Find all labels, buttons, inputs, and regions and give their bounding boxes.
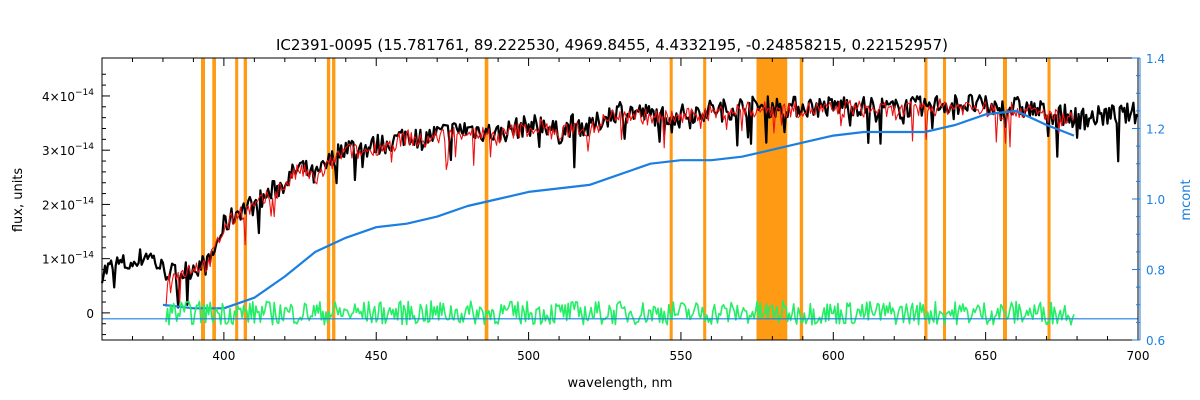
y2-tick-label: 1.4 [1146,52,1165,66]
masked-region-11 [924,58,928,340]
masked-region-9 [756,58,788,340]
masked-region-12 [942,58,947,340]
x-axis-ticks: 400 450 500 550 600 650 700 [101,58,1150,363]
y-tick-label: 2×10−14 [42,196,94,212]
y2-tick-label: 0.8 [1146,264,1165,278]
masked-region-1 [212,58,216,340]
masked-region-0 [201,58,205,340]
y2-tick-label: 1.0 [1146,193,1165,207]
masked-region-3 [243,58,248,340]
y2-axis-label: mcont [1179,179,1194,220]
series-continuum [162,109,1075,310]
masked-regions [201,58,1051,340]
masked-region-5 [332,58,336,340]
series-model [165,98,1075,307]
series-layer [100,93,1139,326]
x-tick-label: 550 [669,349,692,363]
y-axis-ticks: 0 1×10−14 2×10−14 3×10−14 4×10−14 [42,73,110,336]
y2-axis-ticks: 0.6 0.8 1.0 1.2 1.4 [1132,52,1165,348]
x-tick-label: 400 [212,349,235,363]
masked-region-2 [235,58,239,340]
masked-region-4 [326,58,331,340]
x-tick-label: 600 [822,349,845,363]
y-tick-label: 1×10−14 [42,251,94,267]
masked-region-6 [484,58,489,340]
y2-tick-label: 1.2 [1146,123,1165,137]
x-tick-label: 650 [974,349,997,363]
y-tick-label: 3×10−14 [42,142,94,158]
masked-region-7 [669,58,673,340]
masked-region-8 [703,58,707,340]
masked-region-13 [1003,58,1007,340]
chart-title: IC2391-0095 (15.781761, 89.222530, 4969.… [276,36,948,54]
x-tick-label: 700 [1127,349,1150,363]
series-observed [100,93,1139,309]
masked-region-14 [1047,58,1051,340]
masked-region-10 [799,58,804,340]
y2-tick-label: 0.6 [1146,334,1165,348]
series-residuals [165,300,1075,326]
x-axis-label: wavelength, nm [568,376,673,391]
x-tick-label: 450 [365,349,388,363]
y-tick-label: 4×10−14 [42,88,94,104]
y-tick-label: 0 [86,307,94,321]
y-axis-label: flux, units [11,168,26,233]
x-tick-label: 500 [517,349,540,363]
